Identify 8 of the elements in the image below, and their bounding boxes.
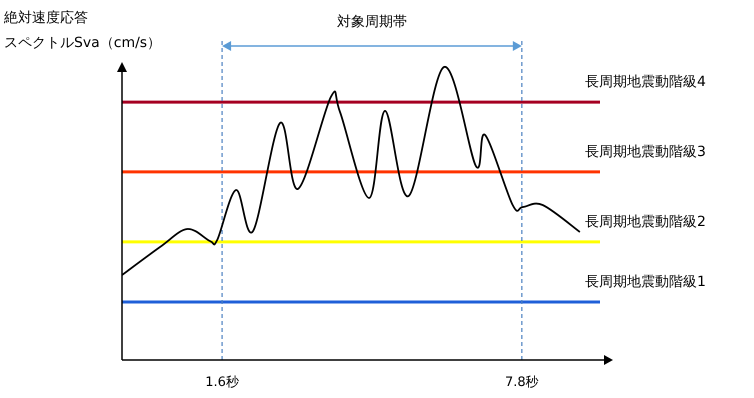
ref-line-label: 長周期地震動階級4 — [585, 74, 706, 90]
ref-line-label: 長周期地震動階級2 — [585, 214, 706, 230]
x-tick-label: 1.6秒 — [205, 375, 239, 390]
ref-line-label: 長周期地震動階級3 — [585, 144, 706, 160]
ref-line-label: 長周期地震動階級1 — [585, 274, 706, 290]
x-tick-label: 7.8秒 — [504, 375, 539, 390]
text: 対象周期帯 — [336, 14, 407, 30]
ylabel: 絶対速度応答スペクトルSva（cm/s） — [4, 9, 162, 53]
